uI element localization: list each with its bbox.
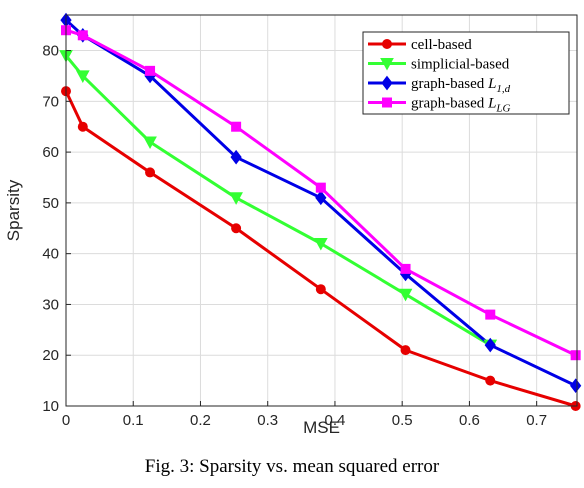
data-point [77,30,88,41]
data-point [75,70,90,83]
x-tick-label: 0.7 [526,412,547,429]
legend-marker [382,97,392,108]
legend-box [362,31,570,115]
x-tick-label: 0.3 [257,412,278,429]
data-point [400,263,411,274]
data-point [77,121,88,132]
data-point [229,192,243,205]
legend-label: graph-based L1,d [411,76,511,95]
legend-label-text: graph-based [411,76,488,92]
y-tick-label: 40 [42,246,59,263]
x-axis: 0 0.1 0.2 0.3 0.4 0.5 0.6 0.7 [62,401,547,429]
x-tick-label: 0.2 [190,412,211,429]
legend-label: graph-based LLG [411,96,511,115]
legend: cell-based simplicial-based graph-based L1… [362,31,570,115]
y-tick-label: 20 [42,347,59,364]
data-point [570,378,582,394]
legend-marker [380,58,394,71]
legend-label-text: simplicial-based [411,57,510,73]
data-point [231,223,242,234]
x-tick-label: 0.6 [459,412,480,429]
x-tick-label: 0 [62,412,70,429]
legend-marker [382,39,392,49]
legend-label-math: L [487,76,496,92]
x-tick-label: 0.5 [392,412,413,429]
y-tick-label: 10 [42,398,59,415]
plot-frame [65,14,578,407]
series-line-0 [64,90,577,408]
data-point [315,182,326,193]
data-point [315,190,327,206]
data-point [313,238,328,251]
y-tick-label: 80 [42,43,59,60]
x-tick-label: 0.4 [325,412,346,429]
data-point [145,167,156,178]
y-tick-label: 60 [42,144,59,161]
legend-label-subscript: 1,d [496,83,510,95]
series-line-3 [65,28,577,357]
data-point [400,345,411,356]
data-point [484,337,496,353]
x-tick-label: 0.1 [123,412,144,429]
x-axis-label: MSE [303,418,340,437]
y-tick-label: 30 [42,296,59,313]
y-tick-label: 70 [42,93,59,110]
data-point [145,65,156,76]
chart: 0 0.1 0.2 0.3 0.4 0.5 0.6 0.7 1020304050607080 … [4,12,582,437]
legend-label-text: graph-based [411,96,488,112]
legend-label: simplicial-based [411,57,510,73]
y-tick-label: 50 [42,195,59,212]
legend-marker [381,75,393,91]
y-axis: 10 20 30 40 50 60 70 80 [42,43,71,415]
data-point [398,288,413,302]
data-point [570,350,581,361]
data-point [315,284,326,295]
legend-label-text: cell-based [411,37,472,53]
figure-caption: Fig. 3: Sparsity vs. mean squared error [144,456,440,477]
data-point [143,136,157,149]
data-point [485,309,496,320]
data-point [230,149,242,165]
data-point [485,375,496,386]
y-axis-label: Sparsity [4,179,23,241]
data-point [231,121,242,132]
legend-label-math: L [487,96,496,112]
legend-label-subscript: LG [495,103,510,115]
legend-label: cell-based [411,37,472,53]
